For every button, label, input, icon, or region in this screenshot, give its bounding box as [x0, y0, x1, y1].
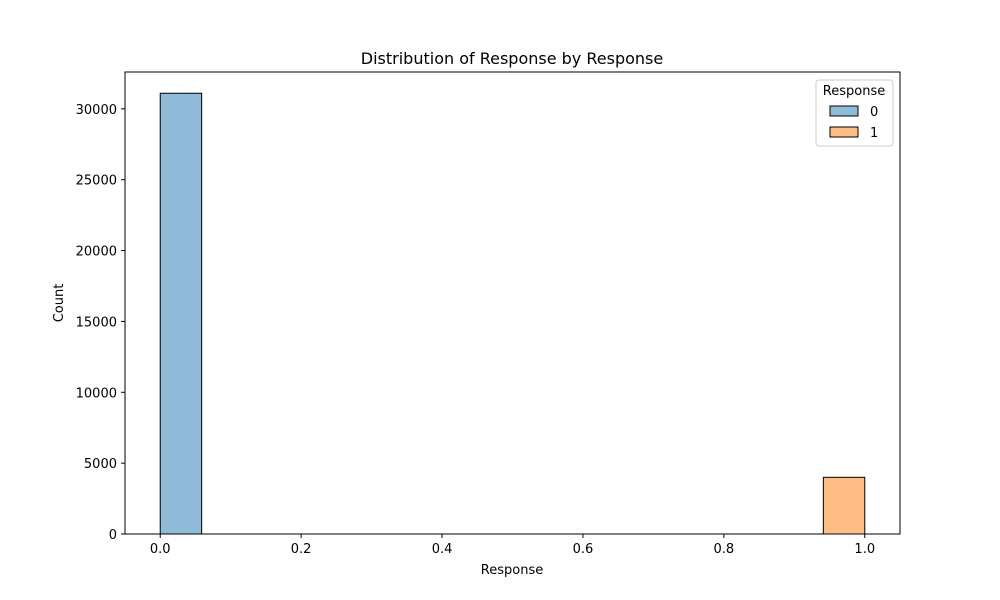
bar-series-1-bin-0 [822, 476, 866, 535]
legend: Response 0 1 [815, 79, 894, 147]
x-axis-label: Response [481, 563, 543, 578]
y-tick-label: 0 [109, 528, 117, 543]
x-tick-label: 0.8 [714, 542, 735, 557]
legend-swatch-0 [829, 105, 859, 117]
x-tick-label: 0.2 [291, 542, 312, 557]
x-tick-label: 0.4 [432, 542, 453, 557]
y-axis-ticks: 0 5000 10000 15000 20000 25000 30000 [76, 103, 125, 543]
axes-frame [124, 71, 901, 535]
y-tick-label: 15000 [76, 315, 117, 330]
x-tick-label: 0.6 [573, 542, 594, 557]
y-tick-label: 5000 [84, 457, 117, 472]
plot-area [159, 92, 866, 535]
chart-title: Distribution of Response by Response [361, 49, 663, 68]
bar-series-0-bin-0 [159, 92, 203, 535]
y-axis-label: Count [52, 284, 67, 323]
y-tick-label: 10000 [76, 386, 117, 401]
legend-swatch-1 [829, 126, 859, 138]
x-tick-label: 1.0 [854, 542, 875, 557]
x-tick-label: 0.0 [150, 542, 171, 557]
x-axis-ticks: 0.0 0.2 0.4 0.6 0.8 1.0 [150, 534, 875, 557]
legend-title: Response [823, 84, 885, 99]
y-tick-label: 25000 [76, 174, 117, 189]
y-tick-label: 20000 [76, 245, 117, 260]
y-tick-label: 30000 [76, 103, 117, 118]
legend-label-0: 0 [870, 105, 878, 120]
legend-label-1: 1 [870, 126, 878, 141]
